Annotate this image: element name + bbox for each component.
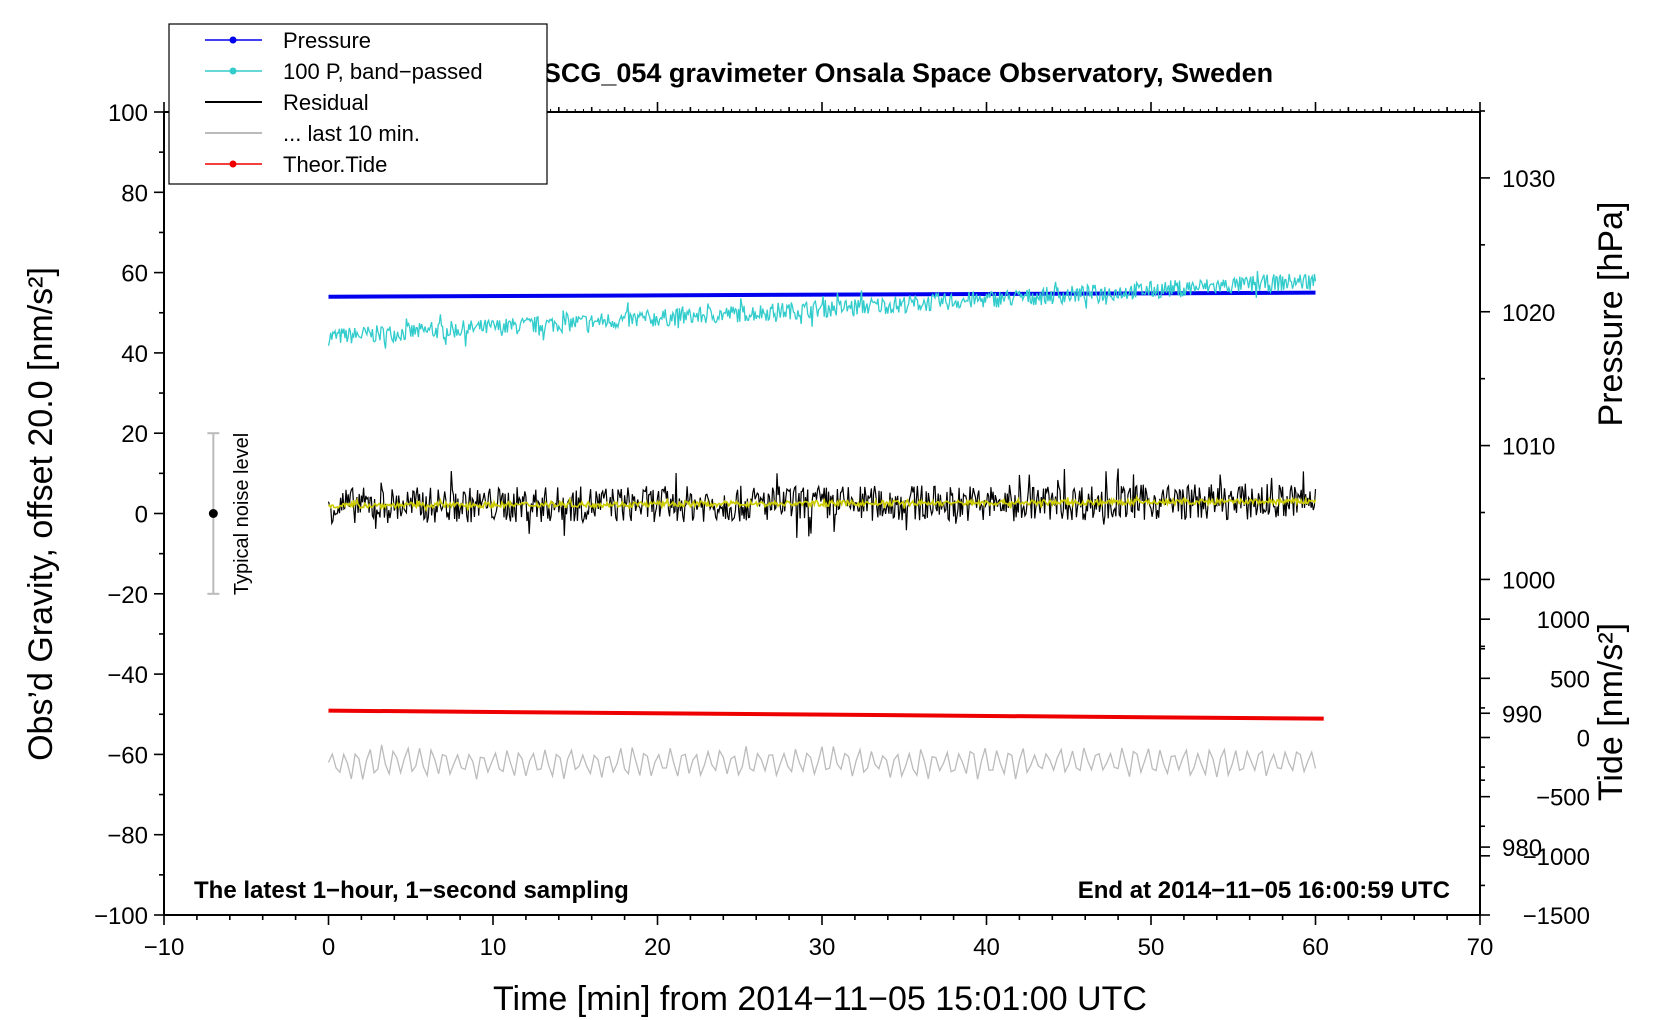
x-tick-label: −10 xyxy=(144,934,185,961)
x-tick-label: 0 xyxy=(322,934,335,961)
pressure-tick-label: 980 xyxy=(1502,835,1542,862)
series-line xyxy=(327,744,1317,780)
tide-tick-label: 0 xyxy=(1577,726,1590,753)
y-tick-label-left: −100 xyxy=(94,903,148,930)
x-tick-label: 40 xyxy=(973,934,1000,961)
y-tick-label-left: −20 xyxy=(107,582,148,609)
legend-label: 100 P, band−passed xyxy=(283,59,483,84)
series-line xyxy=(328,290,1316,299)
y-tick-label-left: 80 xyxy=(121,180,148,207)
y-tick-label-left: −60 xyxy=(107,742,148,769)
legend-box xyxy=(168,23,548,185)
y-tick-label-left: −80 xyxy=(107,823,148,850)
x-tick-label: 70 xyxy=(1467,934,1494,961)
x-tick-label: 50 xyxy=(1138,934,1165,961)
x-axis-label: Time [min] from 2014−11−05 15:01:00 UTC xyxy=(493,980,1147,1018)
y-axis-label-tide: Tide [nm/s²] xyxy=(1592,623,1630,801)
tide-tick-label: −1000 xyxy=(1523,844,1590,871)
y-tick-label-left: 0 xyxy=(135,502,148,529)
ticks-layer: −10 0 10 20 30 40 50 60 70100806040200−20−40−60−… xyxy=(94,100,1590,961)
series-line xyxy=(327,271,1317,349)
annotation-sampling: The latest 1−hour, 1−second sampling xyxy=(194,877,629,904)
pressure-tick-label: 1020 xyxy=(1502,300,1555,327)
y-tick-label-left: 60 xyxy=(121,261,148,288)
y-tick-label-left: −40 xyxy=(107,662,148,689)
x-tick-label: 60 xyxy=(1302,934,1329,961)
pressure-tick-label: 1030 xyxy=(1502,166,1555,193)
series-line xyxy=(327,468,1317,538)
noise-level-indicator: Typical noise level xyxy=(207,432,253,595)
x-tick-label: 30 xyxy=(809,934,836,961)
pressure-tick-label: 1010 xyxy=(1502,434,1555,461)
x-tick-label: 10 xyxy=(480,934,507,961)
noise-bar-dot xyxy=(208,509,218,518)
series-line xyxy=(327,494,1317,513)
legend-marker xyxy=(229,67,237,75)
y-tick-label-left: 40 xyxy=(121,341,148,368)
tide-tick-label: −500 xyxy=(1536,785,1590,812)
pressure-tick-label: 1000 xyxy=(1502,567,1555,594)
series-line xyxy=(328,708,1324,721)
series-layer xyxy=(327,271,1324,780)
chart-title: SCG_054 gravimeter Onsala Space Observat… xyxy=(543,58,1273,88)
legend-label: Residual xyxy=(283,90,369,115)
y-tick-label-left: 20 xyxy=(121,421,148,448)
legend-label: ... last 10 min. xyxy=(283,121,420,146)
noise-label: Typical noise level xyxy=(231,433,253,595)
legend-marker xyxy=(229,36,237,44)
y-axis-label-pressure: Pressure [hPa] xyxy=(1592,202,1630,427)
pressure-tick-label: 990 xyxy=(1502,701,1542,728)
tide-tick-label: −1500 xyxy=(1523,903,1590,930)
y-axis-label-left: Obs’d Gravity, offset 20.0 [nm/s²] xyxy=(22,267,60,761)
x-tick-label: 20 xyxy=(644,934,671,961)
tide-tick-label: 500 xyxy=(1550,666,1590,693)
y-tick-label-left: 100 xyxy=(108,100,148,127)
legend: Pressure 100 P, band−passed Residual ... la… xyxy=(168,23,548,185)
annotation-end-time: End at 2014−11−05 16:00:59 UTC xyxy=(1078,877,1450,904)
legend-label: Theor.Tide xyxy=(283,152,387,177)
legend-label: Pressure xyxy=(283,28,371,53)
tide-tick-label: 1000 xyxy=(1537,607,1590,634)
legend-marker xyxy=(229,160,237,168)
